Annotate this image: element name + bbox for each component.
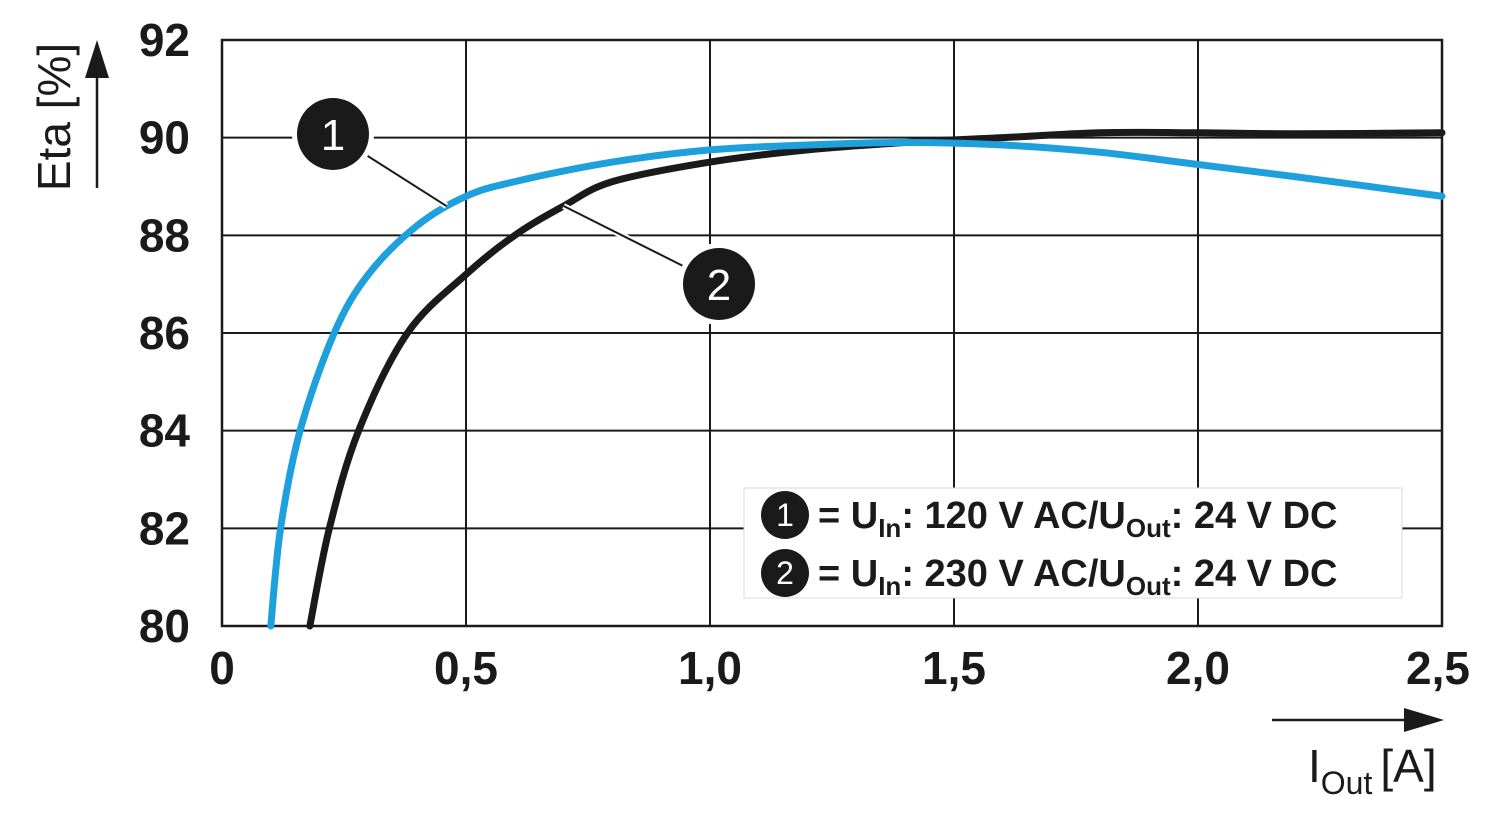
legend-u-out-sub: Out bbox=[1126, 571, 1171, 601]
legend: 1 = UIn: 120 V AC/UOut: 24 V DC2 = UIn: 23… bbox=[743, 487, 1403, 601]
series-line-2 bbox=[306, 128, 1446, 630]
legend-item-2: 2 = UIn: 230 V AC/UOut: 24 V DC bbox=[761, 549, 1337, 601]
y-tick-label-2: 84 bbox=[139, 405, 191, 457]
x-axis-label-unit: [A] bbox=[1380, 740, 1436, 792]
x-axis-arrow-head bbox=[1404, 708, 1444, 732]
x-tick-label-4: 2,0 bbox=[1166, 642, 1230, 694]
legend-value-out: : 24 V DC bbox=[1171, 553, 1338, 595]
legend-item-1: 1 = UIn: 120 V AC/UOut: 24 V DC bbox=[761, 491, 1337, 543]
x-axis-label-sub: Out bbox=[1321, 765, 1373, 801]
x-tick-label-5: 2,5 bbox=[1406, 642, 1470, 694]
legend-value-in: : 120 V AC/U bbox=[901, 495, 1126, 537]
y-tick-label-5: 90 bbox=[139, 112, 190, 164]
x-tick-label-2: 1,0 bbox=[678, 642, 742, 694]
callout-2: 2 bbox=[562, 203, 760, 325]
y-tick-label-0: 80 bbox=[139, 600, 190, 652]
annotations: 12 bbox=[292, 93, 760, 325]
legend-u-out-sub: Out bbox=[1126, 513, 1171, 543]
y-tick-label-3: 86 bbox=[139, 307, 190, 359]
legend-equals: = U bbox=[818, 553, 878, 595]
x-axis-label: IOut [A] bbox=[1308, 740, 1437, 801]
callout-label-1: 1 bbox=[321, 111, 345, 160]
callout-circle-2 bbox=[683, 248, 755, 320]
legend-value-in: : 230 V AC/U bbox=[901, 553, 1126, 595]
legend-box bbox=[743, 487, 1403, 599]
callout-1: 1 bbox=[292, 93, 449, 209]
callout-circle-1 bbox=[297, 98, 369, 170]
y-tick-label-4: 88 bbox=[139, 209, 190, 261]
axis-labels: Eta [%]IOut [A] bbox=[28, 40, 1444, 801]
legend-text-2: = UIn: 230 V AC/UOut: 24 V DC bbox=[818, 553, 1337, 601]
legend-marker-label-1: 1 bbox=[776, 497, 794, 533]
legend-marker-circle-1 bbox=[761, 491, 809, 539]
legend-value-out: : 24 V DC bbox=[1171, 495, 1338, 537]
y-axis-arrow-head bbox=[85, 40, 109, 78]
y-tick-label-1: 82 bbox=[139, 502, 190, 554]
callout-label-2: 2 bbox=[707, 261, 731, 310]
legend-equals: = U bbox=[818, 495, 878, 537]
legend-text-1: = UIn: 120 V AC/UOut: 24 V DC bbox=[818, 495, 1337, 543]
grid bbox=[220, 38, 1444, 628]
x-tick-label-3: 1,5 bbox=[922, 642, 986, 694]
y-tick-label-6: 92 bbox=[139, 14, 190, 66]
plot-frame bbox=[220, 38, 1444, 628]
series-lines bbox=[267, 128, 1446, 630]
legend-marker-label-2: 2 bbox=[776, 555, 794, 591]
legend-u-in-sub: In bbox=[878, 571, 901, 601]
x-tick-label-1: 0,5 bbox=[434, 642, 498, 694]
legend-u-in-sub: In bbox=[878, 513, 901, 543]
series-line-1 bbox=[267, 139, 1446, 630]
tick-labels: 80 82 84 86 88 90 92 0 0,5 1,0 1,5 2,0 2,5 bbox=[139, 14, 1470, 694]
x-tick-label-0: 0 bbox=[209, 642, 235, 694]
legend-marker-circle-2 bbox=[761, 549, 809, 597]
y-axis-label: Eta [%] bbox=[28, 43, 80, 191]
x-axis-label-main: I bbox=[1308, 740, 1321, 792]
